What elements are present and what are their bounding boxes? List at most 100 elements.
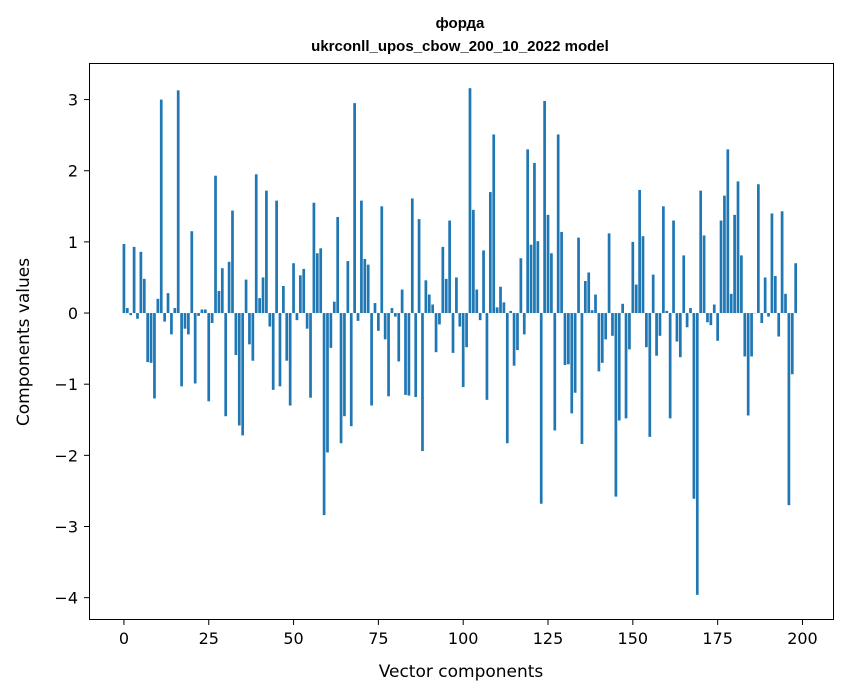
bar-179 bbox=[729, 293, 733, 314]
bar-47 bbox=[282, 286, 285, 314]
bar-9 bbox=[153, 313, 156, 399]
y-tick-label--3: −3 bbox=[54, 518, 78, 537]
bar-17 bbox=[180, 313, 183, 387]
bar-35 bbox=[241, 313, 245, 436]
bar-89 bbox=[424, 280, 428, 314]
bar-189 bbox=[763, 277, 767, 314]
bar-148 bbox=[624, 313, 628, 419]
bar-24 bbox=[203, 309, 207, 314]
bar-99 bbox=[458, 313, 462, 327]
bar-150 bbox=[631, 241, 635, 314]
bar-131 bbox=[567, 313, 570, 365]
bar-174 bbox=[712, 304, 716, 314]
x-tick-label-125: 125 bbox=[533, 629, 564, 648]
bar-53 bbox=[302, 268, 306, 314]
bar-132 bbox=[570, 313, 574, 414]
x-tick-label-0: 0 bbox=[119, 629, 129, 648]
bar-124 bbox=[543, 101, 546, 314]
bar-25 bbox=[207, 313, 211, 402]
bar-116 bbox=[516, 313, 519, 351]
x-tick-label-25: 25 bbox=[199, 629, 219, 648]
bar-5 bbox=[139, 251, 143, 314]
y-tick-label--1: −1 bbox=[54, 375, 78, 394]
bar-95 bbox=[444, 278, 448, 314]
bar-63 bbox=[336, 216, 340, 314]
bar-130 bbox=[563, 313, 567, 365]
bar-128 bbox=[556, 134, 560, 314]
bar-56 bbox=[312, 202, 316, 314]
bar-173 bbox=[709, 313, 713, 326]
bar-117 bbox=[519, 258, 523, 314]
bar-39 bbox=[254, 174, 258, 314]
bar-197 bbox=[790, 313, 794, 375]
bar-146 bbox=[617, 313, 621, 421]
x-tick-label-75: 75 bbox=[368, 629, 388, 648]
bar-45 bbox=[275, 200, 278, 314]
bar-164 bbox=[678, 313, 682, 358]
bar-119 bbox=[526, 149, 530, 314]
bar-70 bbox=[360, 200, 363, 314]
bar-2 bbox=[129, 313, 133, 316]
bar-142 bbox=[604, 313, 608, 340]
bar-110 bbox=[495, 307, 499, 314]
bar-78 bbox=[387, 313, 390, 397]
bar-36 bbox=[244, 279, 248, 314]
bar-79 bbox=[390, 308, 394, 314]
bar-188 bbox=[760, 313, 764, 323]
y-tick-label-1: 1 bbox=[68, 233, 78, 252]
bar-167 bbox=[689, 308, 692, 314]
bar-71 bbox=[363, 258, 367, 314]
bar-93 bbox=[438, 313, 441, 325]
bar-7 bbox=[146, 313, 150, 363]
bar-34 bbox=[237, 313, 241, 426]
bar-51 bbox=[295, 313, 299, 321]
y-axis-ticks: −4 −3 −2 −1 0 1 2 3 bbox=[54, 91, 90, 608]
bar-10 bbox=[156, 298, 160, 314]
bar-134 bbox=[577, 237, 580, 314]
bar-48 bbox=[285, 313, 289, 361]
bar-144 bbox=[611, 313, 614, 336]
bar-81 bbox=[397, 313, 401, 362]
bar-196 bbox=[787, 313, 791, 506]
bar-4 bbox=[136, 313, 139, 319]
bar-60 bbox=[326, 313, 329, 453]
bar-40 bbox=[258, 298, 261, 314]
bar-96 bbox=[448, 220, 451, 314]
bar-46 bbox=[278, 313, 282, 387]
bar-29 bbox=[220, 268, 224, 314]
bar-136 bbox=[583, 281, 587, 314]
bars-group bbox=[122, 88, 798, 595]
bar-3 bbox=[132, 246, 136, 314]
bar-13 bbox=[166, 293, 170, 314]
bar-159 bbox=[662, 206, 665, 314]
bar-54 bbox=[305, 313, 309, 329]
bar-172 bbox=[706, 313, 709, 323]
bar-138 bbox=[590, 310, 594, 314]
y-tick-label--2: −2 bbox=[54, 446, 78, 465]
bar-192 bbox=[773, 276, 777, 314]
bar-158 bbox=[658, 313, 662, 336]
bar-168 bbox=[692, 313, 696, 499]
bar-69 bbox=[356, 313, 360, 321]
bar-65 bbox=[343, 313, 346, 417]
bar-32 bbox=[231, 210, 234, 314]
bar-108 bbox=[488, 192, 492, 314]
y-tick-label-3: 3 bbox=[68, 91, 78, 110]
bar-118 bbox=[522, 313, 526, 335]
bar-170 bbox=[699, 190, 703, 314]
bar-83 bbox=[404, 313, 407, 395]
bar-15 bbox=[173, 308, 177, 314]
bar-18 bbox=[183, 313, 187, 329]
bar-126 bbox=[550, 253, 553, 314]
bar-21 bbox=[193, 313, 197, 384]
bar-92 bbox=[434, 313, 438, 353]
bar-135 bbox=[580, 313, 584, 444]
bar-122 bbox=[536, 241, 540, 314]
bar-133 bbox=[573, 313, 577, 393]
bar-115 bbox=[512, 313, 516, 366]
y-tick-label-2: 2 bbox=[68, 162, 78, 181]
chart-title-line-1: форда bbox=[436, 15, 485, 32]
bar-143 bbox=[607, 233, 611, 314]
bar-87 bbox=[417, 219, 421, 314]
